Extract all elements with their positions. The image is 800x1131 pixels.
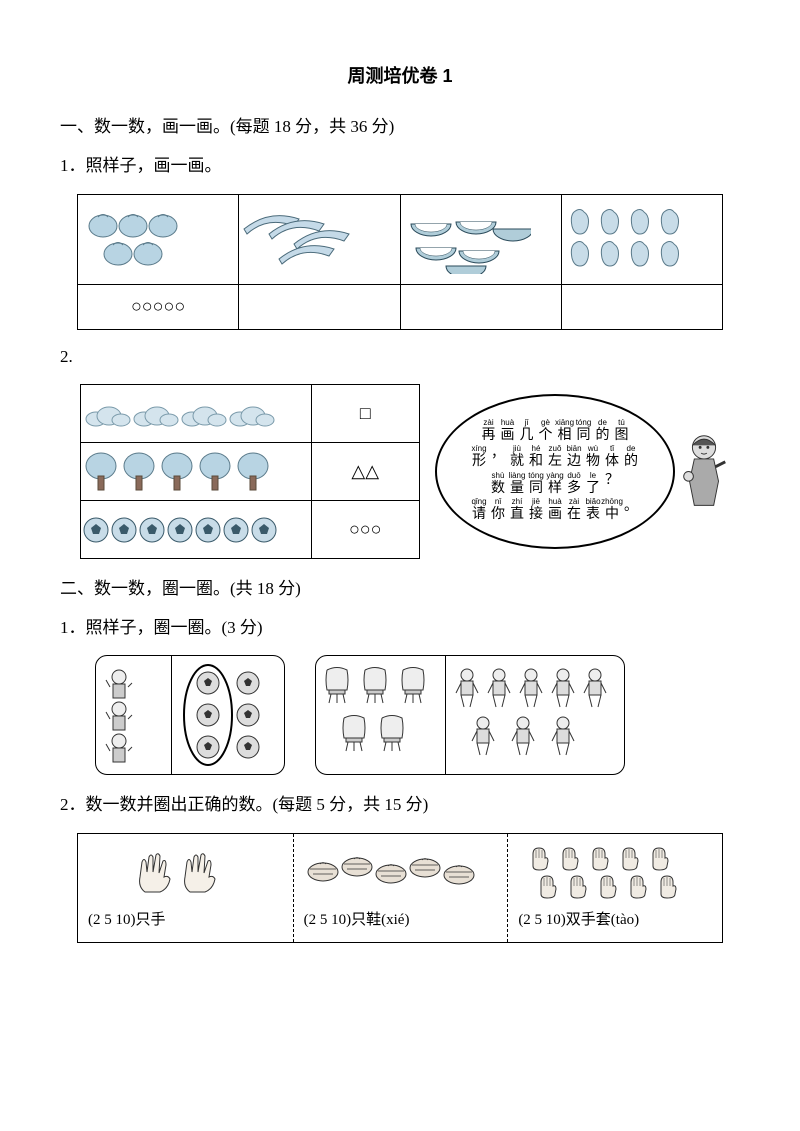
q1-cell-tomatoes (78, 194, 239, 284)
s2q2-cell-shoes: (2 5 10)只鞋(xié) (293, 834, 508, 942)
clouds-icon (81, 394, 281, 434)
section-1-heading: 一、数一数，画一画。(每题 18 分，共 36 分) (60, 112, 740, 143)
q2-table: □ △△ (80, 384, 420, 559)
q1-table: ○○○○○ (77, 194, 723, 330)
cucumbers-icon (239, 204, 369, 274)
children-icon (104, 665, 164, 765)
q1-answer-blank-4 (561, 284, 722, 329)
s2q1-heading: 1．照样子，圈一圈。(3 分) (60, 613, 740, 644)
q2-cell-clouds (81, 385, 312, 443)
q2-cell-trees (81, 443, 312, 501)
q1-answer-blank-3 (400, 284, 561, 329)
hint-bubble: zài再huà画jǐ几gè个xiāng相tóng同de的tú图xíng形，jiù… (435, 394, 675, 549)
trees-icon (81, 448, 281, 496)
s2q2-label-gloves: (2 5 10)双手套(tào) (518, 907, 712, 934)
pears-icon (562, 204, 692, 274)
s2q2-label-hands: (2 5 10)只手 (88, 907, 283, 934)
q2-shape-triangle: △△ (311, 443, 419, 501)
children-cell (96, 656, 171, 774)
hands-icon (130, 847, 240, 902)
balls-circled-icon (178, 663, 278, 768)
q2-shape-square: □ (311, 385, 419, 443)
page-title: 周测培优卷 1 (60, 60, 740, 92)
tomatoes-icon (78, 204, 188, 274)
q1-cell-pears (561, 194, 722, 284)
s2q2-label-shoes: (2 5 10)只鞋(xié) (304, 907, 498, 934)
section-2-heading: 二、数一数，圈一圈。(共 18 分) (60, 574, 740, 605)
shoes-icon (305, 847, 495, 902)
q1-cell-cucumbers (239, 194, 400, 284)
gloves-icon (525, 844, 705, 904)
s2q2-heading: 2．数一数并圈出正确的数。(每题 5 分，共 15 分) (60, 790, 740, 821)
q2-cell-balls (81, 501, 312, 559)
q2-shape-circle: ○○○ (311, 501, 419, 559)
s2q2-cell-hands: (2 5 10)只手 (78, 834, 293, 942)
chairs-icon (322, 665, 439, 765)
balls-circle-cell (171, 656, 284, 774)
s2q2-cell-gloves: (2 5 10)双手套(tào) (507, 834, 722, 942)
balls-icon (81, 510, 291, 550)
q1-heading: 1．照样子，画一画。 (60, 151, 740, 182)
q1-answer-blank-2 (239, 284, 400, 329)
people-icon (452, 665, 618, 765)
q2-heading: 2. (60, 342, 740, 373)
q1-answer-circles: ○○○○○ (78, 284, 239, 329)
people-cell (445, 656, 624, 774)
chairs-cell (316, 656, 445, 774)
watermelons-icon (401, 204, 531, 274)
teacher-character-icon (675, 428, 733, 515)
s2q2-box: (2 5 10)只手 (2 5 10)只鞋(xié) (77, 833, 723, 943)
q1-cell-watermelons (400, 194, 561, 284)
s2q1-box-b (315, 655, 625, 775)
s2q1-box-a (95, 655, 285, 775)
